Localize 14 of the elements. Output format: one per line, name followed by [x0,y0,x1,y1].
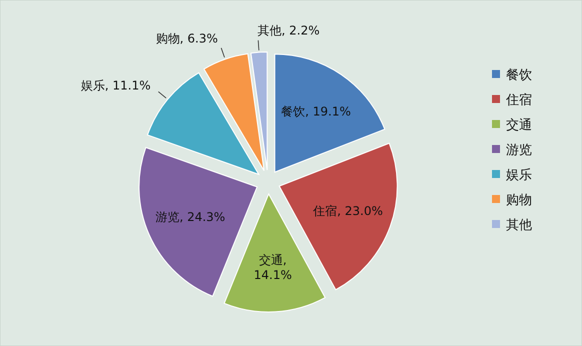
data-label: 交通, 14.1% [254,253,292,282]
legend-label: 餐饮 [506,68,532,83]
data-label: 餐饮, 19.1% [281,104,351,119]
data-label: 娱乐, 11.1% [80,78,151,92]
data-label: 游览, 24.3% [155,210,226,224]
data-label: 其他, 2.2% [258,23,320,38]
legend-label: 娱乐 [506,168,532,183]
legend-label: 其他 [506,218,532,233]
data-label: 购物, 6.3% [156,31,218,46]
legend-label: 交通 [506,117,532,133]
data-label: 住宿, 23.0% [312,204,383,218]
legend-label: 游览 [506,143,532,158]
legend-label: 购物 [506,193,532,208]
legend-label: 住宿 [505,92,532,108]
